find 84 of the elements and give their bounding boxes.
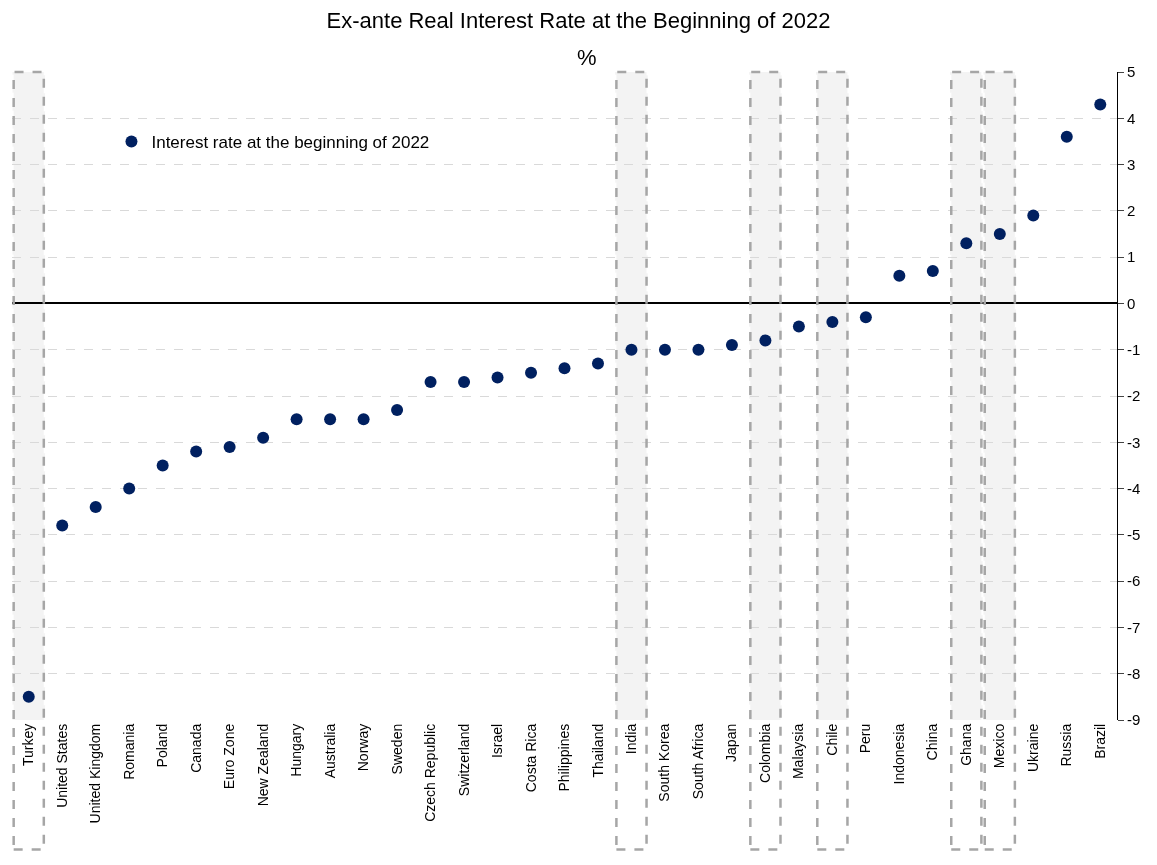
- point: [859, 311, 872, 324]
- y-tick-label: -3: [1127, 433, 1141, 451]
- x-tick-label: Canada: [187, 723, 204, 773]
- point: [156, 459, 169, 472]
- point: [1094, 98, 1107, 111]
- y-tick-label: -9: [1127, 711, 1141, 729]
- x-tick-label: Euro Zone: [221, 723, 238, 790]
- x-tick-label: Thailand: [589, 723, 606, 778]
- x-tick-label: Malaysia: [790, 723, 807, 780]
- x-tick-label: South Africa: [689, 723, 706, 800]
- y-tick-label: -6: [1127, 572, 1141, 590]
- point: [223, 440, 236, 453]
- point: [525, 366, 538, 379]
- x-tick-label: Colombia: [756, 723, 773, 783]
- x-tick-label: Russia: [1058, 723, 1075, 767]
- x-tick-label: United States: [53, 723, 70, 808]
- point: [658, 343, 671, 356]
- y-tick-label: 5: [1127, 63, 1136, 81]
- x-tick-label: Chile: [823, 723, 840, 756]
- y-tick-label: -8: [1127, 664, 1141, 682]
- point: [391, 403, 404, 416]
- y-tick-label: 1: [1127, 248, 1136, 266]
- point: [692, 343, 705, 356]
- x-tick-label: South Korea: [656, 723, 673, 802]
- point: [893, 269, 906, 282]
- chart-title: Ex-ante Real Interest Rate at the Beginning of 2022: [326, 8, 831, 34]
- point: [458, 376, 471, 389]
- point: [558, 362, 571, 375]
- x-tick-label: Australia: [321, 723, 338, 779]
- x-tick-label: Philippines: [556, 723, 573, 792]
- point: [960, 237, 973, 250]
- x-tick-label: India: [623, 723, 640, 755]
- y-tick-label: -5: [1127, 526, 1141, 544]
- point: [1027, 209, 1040, 222]
- y-tick-label: 0: [1127, 294, 1136, 312]
- x-tick-label: Japan: [723, 723, 740, 762]
- x-tick-label: China: [924, 723, 941, 761]
- x-tick-label: Switzerland: [455, 723, 472, 797]
- point: [625, 343, 638, 356]
- x-tick-label: Romania: [120, 723, 137, 780]
- y-tick-label: 3: [1127, 155, 1136, 173]
- point: [290, 413, 303, 426]
- y-tick-label: -4: [1127, 479, 1141, 497]
- point: [56, 519, 69, 532]
- x-tick-label: United Kingdom: [87, 723, 104, 824]
- x-tick-label: Sweden: [388, 723, 405, 775]
- x-tick-label: Ukraine: [1024, 723, 1041, 773]
- point: [123, 482, 136, 495]
- point: [993, 228, 1006, 240]
- x-tick-label: Indonesia: [890, 723, 907, 785]
- point: [190, 445, 203, 458]
- point: [89, 501, 102, 514]
- x-tick-label: Brazil: [1091, 723, 1108, 759]
- x-tick-label: Ghana: [957, 723, 974, 766]
- y-tick-label: -7: [1127, 618, 1141, 636]
- point: [257, 431, 270, 444]
- point: [424, 376, 437, 389]
- point: [324, 413, 337, 426]
- point: [491, 371, 504, 384]
- x-tick-label: Czech Republic: [422, 723, 439, 822]
- x-tick-label: Costa Rica: [522, 723, 539, 793]
- x-tick-label: Hungary: [288, 723, 305, 777]
- point: [759, 334, 772, 347]
- x-tick-label: Norway: [355, 723, 372, 772]
- y-axis-title: %: [577, 45, 597, 70]
- point: [792, 320, 805, 333]
- y-tick-label: -2: [1127, 387, 1141, 405]
- point: [725, 339, 738, 352]
- x-tick-label: Turkey: [20, 723, 37, 767]
- x-tick-label: Israel: [489, 723, 506, 759]
- point: [591, 357, 604, 370]
- x-tick-label: Poland: [154, 723, 171, 768]
- point: [926, 265, 939, 278]
- x-tick-label: Peru: [857, 723, 874, 754]
- y-tick-label: 2: [1127, 202, 1136, 220]
- point: [1060, 130, 1073, 143]
- x-tick-label: New Zealand: [254, 723, 271, 807]
- point: [826, 315, 839, 328]
- point: [22, 690, 35, 703]
- y-tick-label: -1: [1127, 340, 1141, 358]
- y-tick-label: 4: [1127, 109, 1136, 127]
- legend-label: Interest rate at the beginning of 2022: [151, 133, 430, 153]
- point: [357, 413, 370, 426]
- x-tick-label: Mexico: [991, 723, 1008, 769]
